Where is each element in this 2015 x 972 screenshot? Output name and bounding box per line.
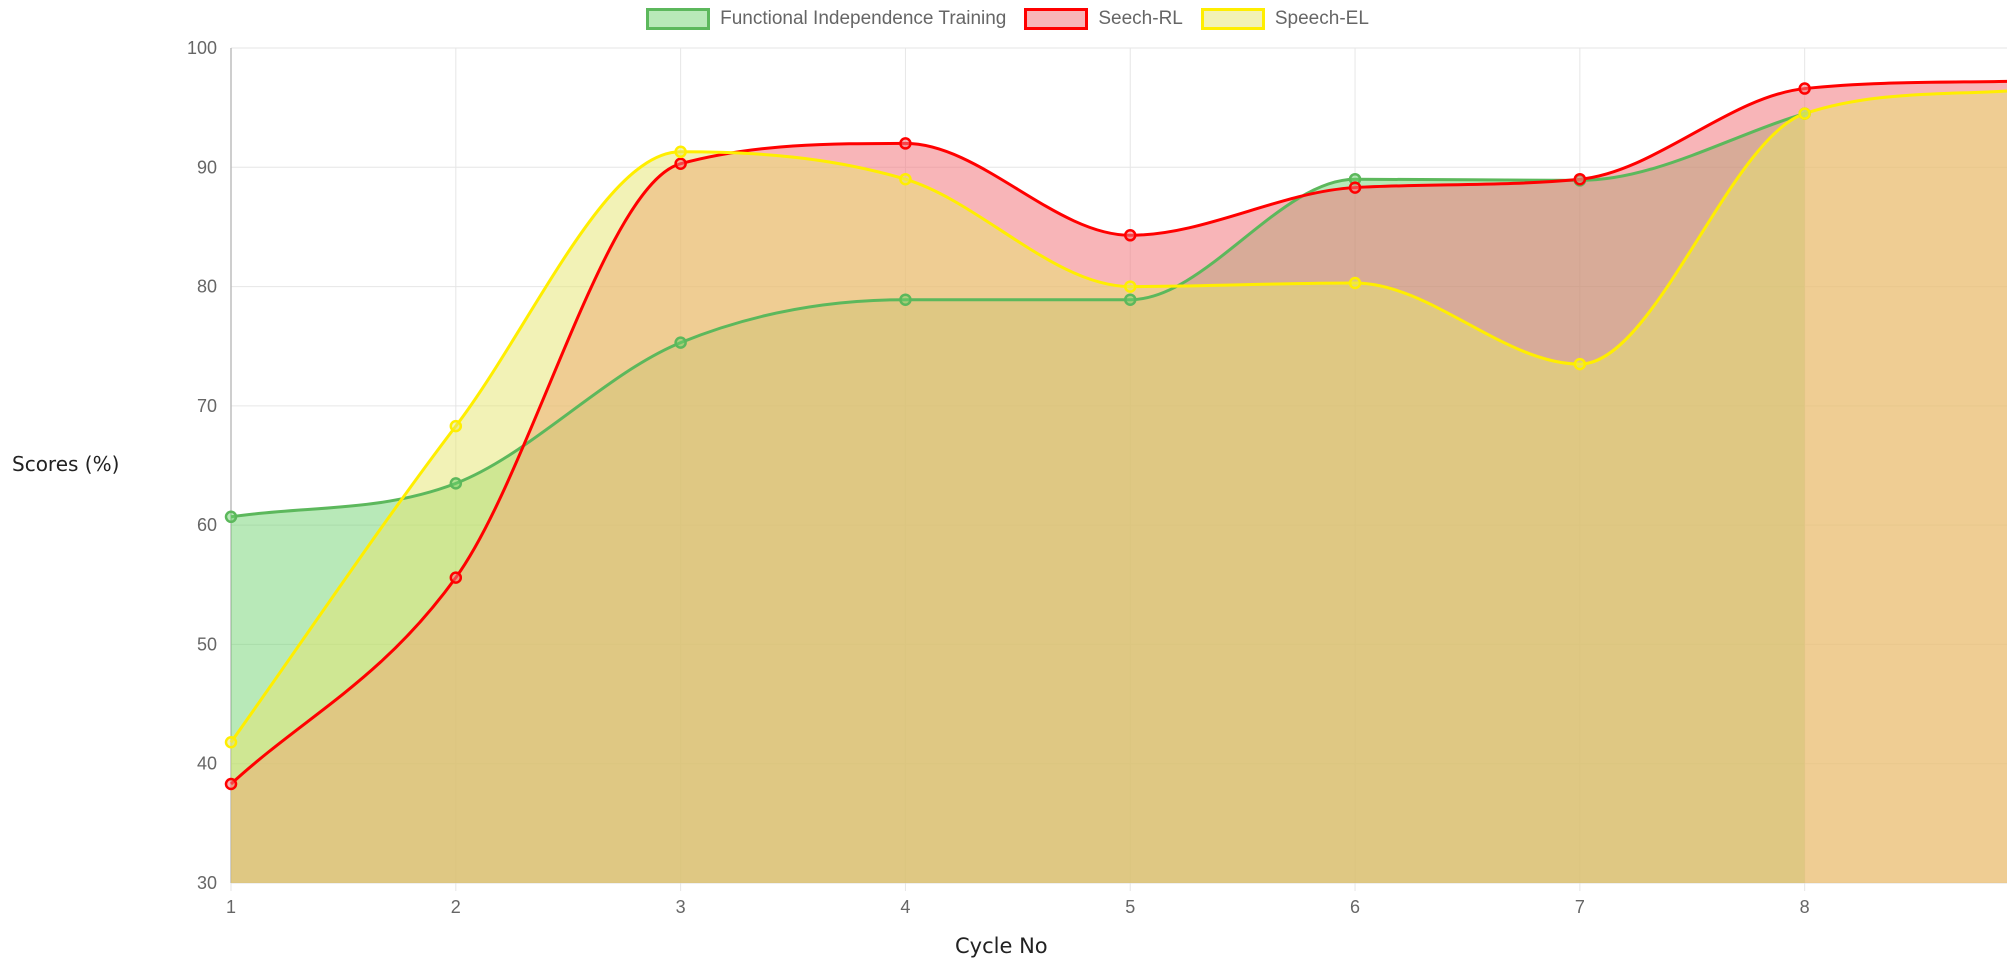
legend-label: Functional Independence Training	[720, 8, 1007, 29]
y-tick-label: 90	[197, 157, 217, 177]
x-tick-label: 1	[226, 897, 236, 917]
y-tick-label: 40	[197, 754, 217, 774]
legend-label: Seech-RL	[1098, 8, 1183, 29]
x-tick-label: 4	[900, 897, 910, 917]
legend-item[interactable]: Functional Independence Training	[646, 8, 1006, 30]
data-point	[1573, 172, 1587, 186]
x-tick-label: 6	[1350, 897, 1360, 917]
legend-label: Speech-EL	[1274, 8, 1369, 29]
legend-item[interactable]: Speech-EL	[1200, 8, 1369, 30]
data-point	[674, 336, 687, 349]
data-point	[1348, 181, 1362, 194]
y-tick-label: 60	[197, 515, 217, 535]
data-point	[449, 419, 463, 433]
y-tick-label: 70	[197, 396, 217, 416]
data-point	[449, 477, 463, 490]
legend-item[interactable]: Seech-RL	[1024, 8, 1183, 30]
x-tick-label: 5	[1125, 897, 1135, 917]
y-tick-label: 30	[197, 873, 217, 893]
x-tick-label: 2	[451, 897, 461, 917]
data-point	[224, 510, 238, 524]
data-point	[899, 137, 912, 150]
legend-swatch	[1200, 8, 1265, 30]
y-tick-label: 50	[197, 634, 217, 654]
data-point	[1348, 276, 1362, 290]
legend: Functional Independence Training Seech-RL…	[0, 8, 2015, 30]
series-lines	[229, 79, 2008, 786]
data-point	[1123, 280, 1137, 293]
data-point	[224, 777, 238, 791]
data-point	[1798, 82, 1811, 95]
y-tick-label: 100	[187, 38, 217, 58]
x-tick-label: 8	[1800, 897, 1810, 917]
data-point	[1123, 229, 1137, 242]
series-fills	[231, 81, 2007, 884]
data-point	[899, 293, 912, 306]
x-axis-label: Cycle No	[955, 934, 1048, 958]
data-point	[674, 157, 687, 170]
series-points	[224, 82, 1811, 791]
x-tick-label: 3	[676, 897, 686, 917]
y-tick-label: 80	[197, 277, 217, 297]
series-line-2	[229, 79, 2008, 786]
series-line-3	[229, 89, 2008, 744]
data-point	[1573, 357, 1587, 371]
series-area-3	[231, 90, 2007, 883]
data-point	[899, 172, 912, 186]
data-point	[224, 735, 238, 749]
legend-swatch	[646, 8, 711, 30]
data-point	[449, 571, 463, 584]
data-point	[1798, 107, 1811, 120]
data-point	[1123, 293, 1137, 306]
y-axis-label: Scores (%)	[12, 452, 120, 476]
x-tick-label: 7	[1575, 897, 1585, 917]
legend-swatch	[1024, 8, 1089, 30]
data-point	[674, 145, 687, 159]
